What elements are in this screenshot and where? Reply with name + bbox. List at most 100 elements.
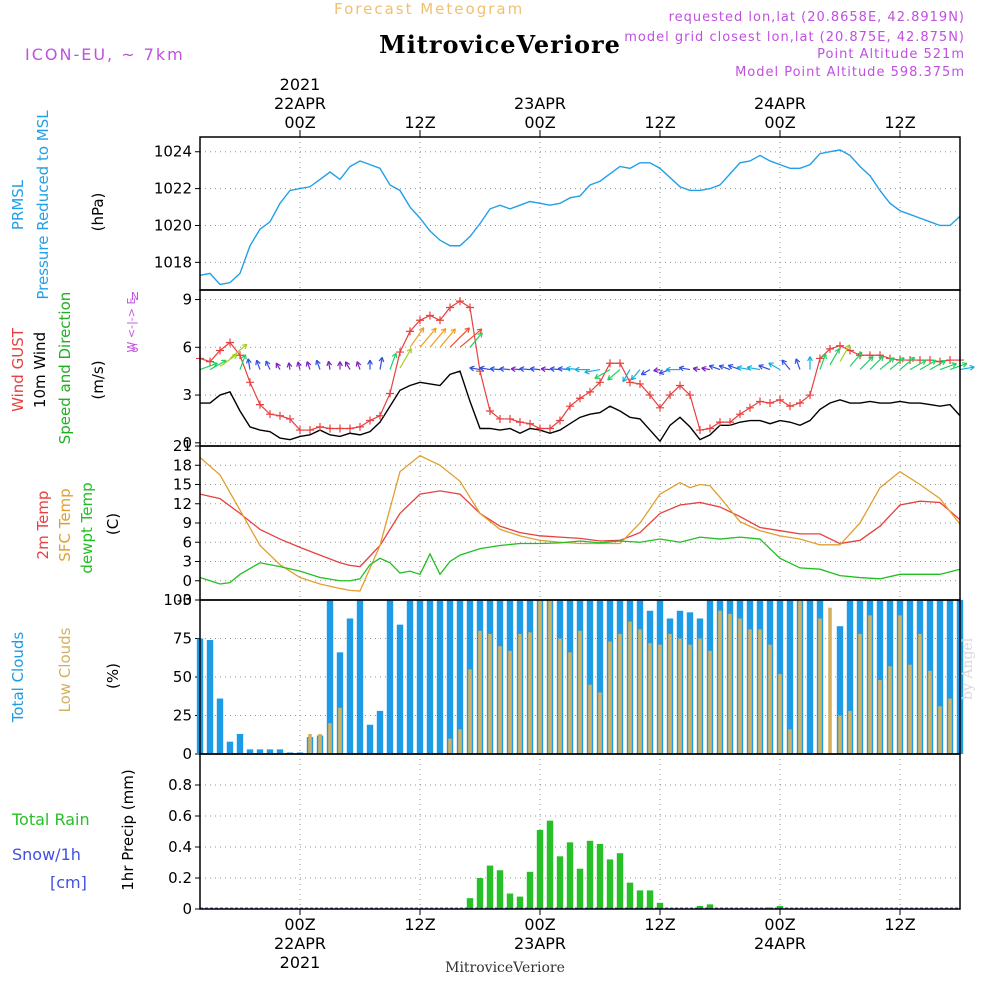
gust-marker <box>776 395 784 404</box>
rain-bar <box>616 853 624 909</box>
location-title: MitroviceVeriore <box>379 30 621 59</box>
wind-direction-arrow <box>529 368 541 371</box>
gust-marker <box>336 424 344 433</box>
wind-direction-arrow <box>819 353 827 370</box>
compass-south-label: S <box>132 342 139 355</box>
total-cloud-bar <box>396 624 404 754</box>
wind-direction-arrow <box>939 363 957 371</box>
wind-arrow-head <box>305 361 312 367</box>
requested-coords: requested lon,lat (20.8658E, 42.8919N) <box>668 10 965 25</box>
gust-marker <box>796 399 804 408</box>
wind-direction-arrow <box>839 344 851 362</box>
total-cloud-bar <box>356 600 364 754</box>
total-cloud-bar <box>376 710 384 754</box>
wind-direction-arrow <box>499 368 511 371</box>
total-cloud-bar <box>846 600 854 754</box>
low-cloud-bar <box>718 610 722 754</box>
wind-arrow-head <box>931 359 937 365</box>
rain-bar <box>706 904 714 909</box>
wind-direction-arrow <box>679 367 691 371</box>
wind-arrow-head <box>736 365 743 371</box>
y-tick-label: 25 <box>173 707 192 725</box>
gust-marker <box>876 351 884 360</box>
low-cloud-bar <box>778 673 782 754</box>
top-time-label: 00Z <box>764 113 795 132</box>
y-tick-label: 1024 <box>154 143 192 161</box>
gust-marker <box>346 424 354 433</box>
wind-arrow-head <box>630 374 637 381</box>
wind-arrow-head <box>464 327 471 333</box>
temp-2m-label: 2m Temp <box>34 491 52 560</box>
wind-direction-arrow <box>519 368 531 371</box>
wind-arrow-head <box>406 348 412 354</box>
rain-bar <box>466 898 474 909</box>
low-cloud-bar <box>768 644 772 754</box>
low-cloud-bar <box>948 698 952 754</box>
gust-marker <box>766 399 774 408</box>
low-cloud-bar <box>678 638 682 754</box>
bottom-time-label: 12Z <box>884 915 915 934</box>
total-cloud-bar <box>256 749 264 754</box>
low-cloud-bar <box>498 646 502 754</box>
total-cloud-bar <box>246 749 254 754</box>
gust-marker <box>486 406 494 415</box>
top-time-label: 22APR <box>274 94 326 113</box>
gust-marker <box>356 422 364 431</box>
gust-marker <box>806 391 814 400</box>
gust-marker <box>296 426 304 435</box>
wind-direction-arrow <box>389 352 397 370</box>
wind-direction-arrow <box>429 328 447 348</box>
gust-marker <box>816 354 824 363</box>
wind-arrow-head <box>594 373 600 379</box>
gust-marker <box>706 424 714 433</box>
rain-bar <box>506 893 514 909</box>
wind-arrow-head <box>653 367 659 373</box>
rain-bar <box>496 870 504 909</box>
credit-watermark: by Angel <box>960 637 976 700</box>
top-time-label: 12Z <box>644 113 675 132</box>
model-altitude: Model Point Altitude 598.375m <box>735 65 965 80</box>
wind-arrow-head <box>708 364 715 370</box>
gust-marker <box>376 411 384 420</box>
bottom-time-label: 22APR <box>274 934 326 953</box>
gust-marker <box>616 359 624 368</box>
pressure-line <box>199 149 961 286</box>
wind-direction-arrow <box>316 359 321 370</box>
low-cloud-bar <box>558 638 562 754</box>
wind-arrow-head <box>665 366 671 373</box>
wind-arrow-head <box>758 364 764 370</box>
wind-direction-arrow <box>630 369 641 381</box>
low-cloud-bar <box>548 600 552 754</box>
gust-marker <box>466 303 474 312</box>
rain-bar <box>526 871 534 909</box>
wind-direction-arrow <box>229 343 248 359</box>
wind-arrow-head <box>355 361 362 367</box>
wind-direction-arrow <box>297 361 301 370</box>
gust-marker <box>946 356 954 365</box>
low-cloud-bar <box>688 644 692 754</box>
gust-marker <box>756 397 764 406</box>
wind-arrow-head <box>255 359 261 366</box>
wind-direction-arrow <box>758 364 771 371</box>
wind-arrow-head <box>499 366 505 372</box>
bottom-time-label: 00Z <box>284 915 315 934</box>
y-tick-label: -3 <box>177 591 192 609</box>
total-cloud-bar <box>346 618 354 754</box>
clouds-unit-label: (%) <box>104 663 122 689</box>
y-tick-label: 6 <box>182 338 192 356</box>
gust-marker <box>556 416 564 425</box>
rain-bar <box>696 905 704 909</box>
point-altitude: Point Altitude 521m <box>817 47 965 62</box>
wind-arrow-head <box>622 376 628 383</box>
wind-direction-arrow <box>409 327 425 348</box>
low-cloud-bar <box>518 633 522 754</box>
wind-direction-arrow <box>929 360 946 371</box>
wind-direction-arrow <box>479 367 491 371</box>
total-cloud-bar <box>946 600 954 754</box>
wind-arrow-head <box>286 362 293 368</box>
total-cloud-bar <box>456 600 464 754</box>
wind-direction-arrow <box>510 368 521 371</box>
gust-marker <box>246 378 254 387</box>
wind-direction-arrow <box>356 361 361 370</box>
wind-arrow-head <box>431 327 437 334</box>
